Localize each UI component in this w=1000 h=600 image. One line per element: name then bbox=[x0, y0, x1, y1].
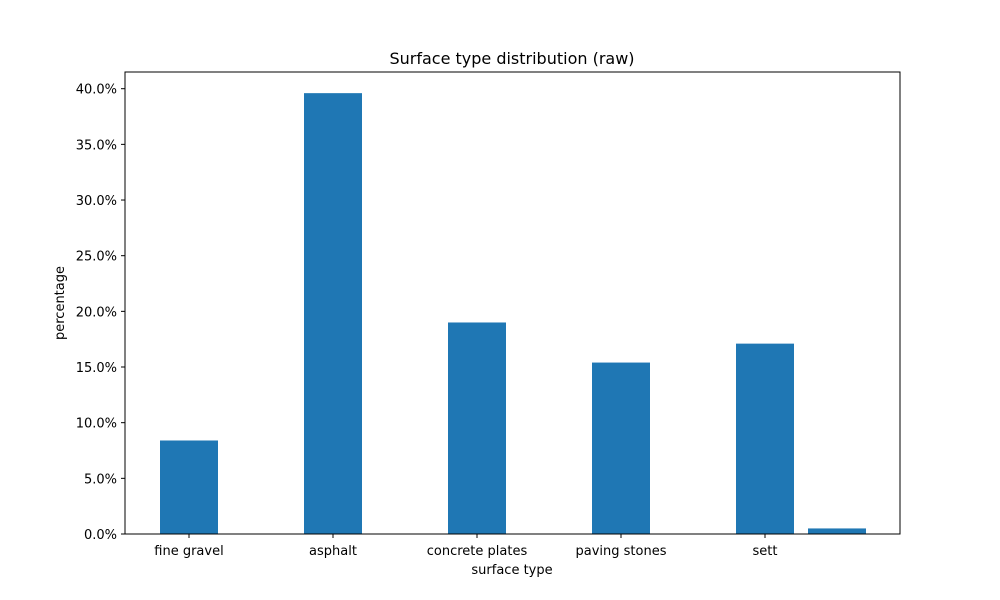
y-tick-label: 40.0% bbox=[76, 83, 117, 98]
bars-group bbox=[160, 93, 866, 535]
y-tick-label: 35.0% bbox=[76, 138, 117, 153]
y-tick-label: 0.0% bbox=[84, 528, 117, 543]
bar-3 bbox=[592, 362, 650, 534]
y-tick-label: 20.0% bbox=[76, 305, 117, 320]
x-axis: fine gravel asphalt concrete plates paving … bbox=[154, 534, 777, 559]
y-tick-label: 10.0% bbox=[76, 417, 117, 432]
plot-frame bbox=[124, 71, 901, 535]
y-tick-label: 25.0% bbox=[76, 250, 117, 265]
y-axis-label: percentage bbox=[53, 266, 68, 340]
x-tick-label: paving stones bbox=[576, 544, 667, 559]
x-tick-label: asphalt bbox=[309, 544, 357, 559]
x-tick-label: concrete plates bbox=[427, 544, 528, 559]
y-axis: 0.0% 5.0% 10.0% 15.0% 20.0% 25.0% 30.0% 35.0% 40… bbox=[76, 83, 125, 543]
bar-4 bbox=[736, 343, 794, 534]
y-tick-label: 30.0% bbox=[76, 194, 117, 209]
x-tick-label: sett bbox=[753, 544, 778, 559]
bar-5 bbox=[808, 528, 866, 534]
x-axis-label: surface type bbox=[471, 563, 552, 578]
bar-0 bbox=[160, 440, 218, 534]
y-tick-label: 5.0% bbox=[84, 472, 117, 487]
x-tick-label: fine gravel bbox=[154, 544, 223, 559]
bar-2 bbox=[448, 322, 506, 534]
bar-1 bbox=[304, 93, 362, 535]
chart-title: Surface type distribution (raw) bbox=[389, 49, 634, 68]
y-tick-label: 15.0% bbox=[76, 361, 117, 376]
